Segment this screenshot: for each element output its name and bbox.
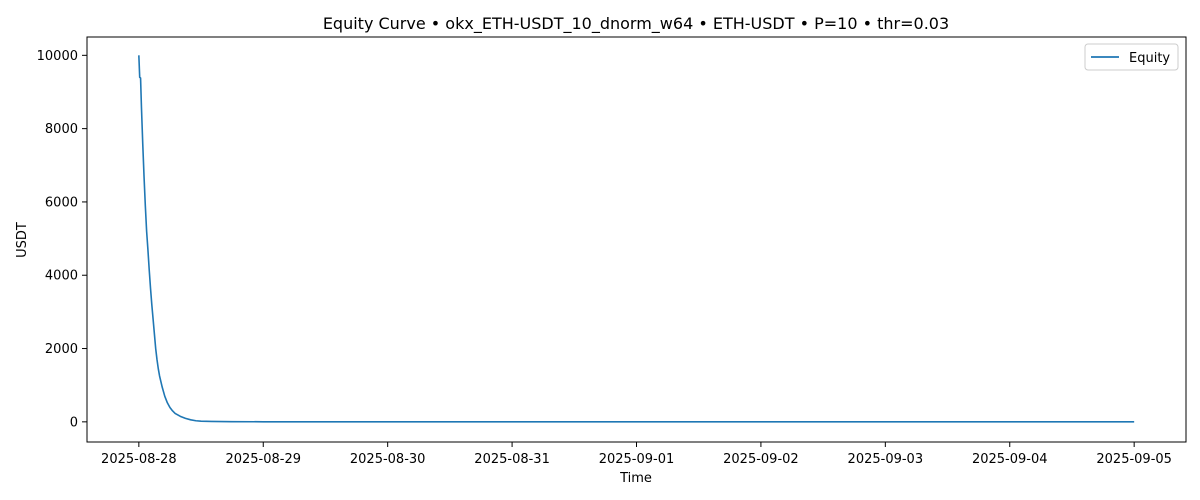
legend-label-equity: Equity	[1129, 51, 1170, 66]
x-axis-label: Time	[619, 471, 652, 486]
y-tick-label: 6000	[45, 195, 78, 210]
x-tick-label: 2025-09-01	[599, 452, 675, 467]
y-axis: 0 2000 4000 6000 8000 10000	[37, 49, 87, 430]
x-tick-label: 2025-08-30	[350, 452, 426, 467]
x-axis: 2025-08-28 2025-08-29 2025-08-30 2025-08-31…	[101, 442, 1172, 467]
x-tick-label: 2025-08-28	[101, 452, 177, 467]
y-axis-label: USDT	[15, 222, 30, 258]
y-tick-label: 0	[70, 415, 78, 430]
x-tick-label: 2025-09-03	[848, 452, 924, 467]
x-tick-label: 2025-08-29	[225, 452, 301, 467]
y-tick-label: 2000	[45, 342, 78, 357]
chart-title: Equity Curve • okx_ETH-USDT_10_dnorm_w64…	[323, 14, 949, 34]
x-tick-label: 2025-09-02	[723, 452, 799, 467]
x-tick-label: 2025-09-05	[1096, 452, 1172, 467]
y-tick-label: 4000	[45, 269, 78, 284]
x-tick-label: 2025-08-31	[474, 452, 550, 467]
legend: Equity	[1084, 43, 1179, 71]
legend-box	[1084, 43, 1179, 71]
equity-series-line	[138, 55, 1135, 423]
x-tick-label: 2025-09-04	[972, 452, 1048, 467]
y-tick-label: 10000	[37, 49, 78, 64]
y-tick-label: 8000	[45, 122, 78, 137]
